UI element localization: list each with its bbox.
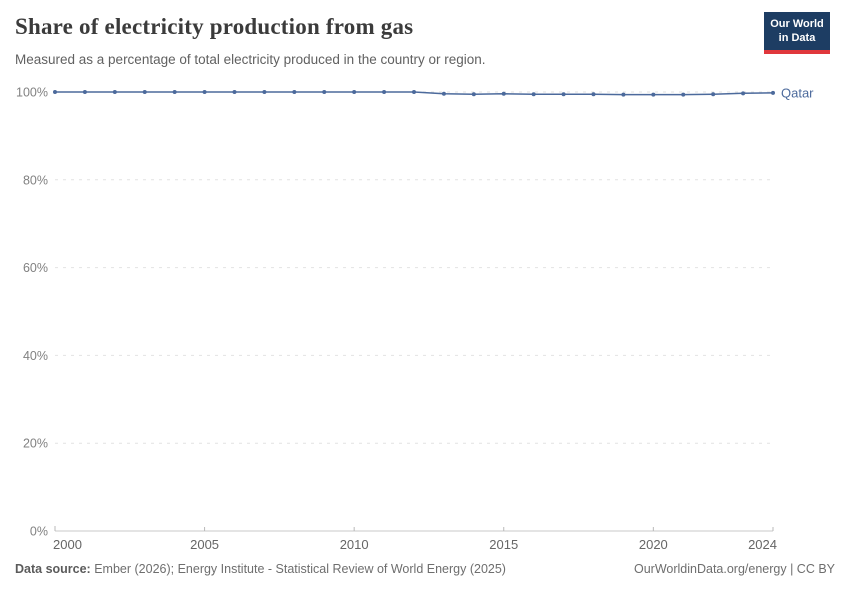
data-point-2015[interactable] (501, 91, 506, 96)
y-tick-label-0: 0% (30, 525, 48, 539)
data-point-2008[interactable] (292, 90, 297, 94)
x-tick-label-2024: 2024 (748, 537, 777, 552)
y-tick-label-60: 60% (23, 261, 48, 275)
data-point-2006[interactable] (232, 90, 237, 94)
data-point-2011[interactable] (382, 90, 387, 94)
data-point-2007[interactable] (262, 90, 267, 94)
x-tick-label-2000: 2000 (53, 537, 82, 552)
data-point-2012[interactable] (412, 90, 416, 94)
data-point-2018[interactable] (591, 92, 596, 97)
data-point-2003[interactable] (142, 90, 147, 94)
attribution-link[interactable]: OurWorldinData.org/energy | CC BY (633, 562, 835, 576)
chart-footer: Data source: Ember (2026); Energy Instit… (15, 562, 835, 576)
y-tick-label-40: 40% (23, 349, 48, 363)
y-tick-label-80: 80% (23, 173, 48, 187)
owid-logo[interactable]: Our World in Data (764, 12, 830, 54)
data-point-2017[interactable] (561, 92, 566, 97)
x-tick-label-2005: 2005 (190, 537, 219, 552)
data-source-text: Ember (2026); Energy Institute - Statist… (90, 562, 506, 576)
x-tick-label-2020: 2020 (639, 537, 668, 552)
data-point-2009[interactable] (322, 90, 327, 94)
y-tick-label-20: 20% (23, 437, 48, 451)
data-point-2013[interactable] (441, 91, 446, 96)
data-point-2023[interactable] (741, 91, 746, 96)
data-point-2014[interactable] (471, 92, 476, 97)
data-point-2020[interactable] (651, 92, 656, 97)
data-point-2016[interactable] (531, 92, 536, 97)
data-point-2000[interactable] (53, 90, 57, 94)
data-point-2001[interactable] (82, 90, 87, 94)
data-source-note: Data source: Ember (2026); Energy Instit… (15, 562, 506, 576)
data-point-2010[interactable] (352, 90, 357, 94)
data-source-label: Data source: (15, 562, 91, 576)
chart-title: Share of electricity production from gas (15, 14, 414, 39)
data-point-2004[interactable] (172, 90, 177, 94)
data-point-2024[interactable] (771, 90, 775, 95)
data-point-2022[interactable] (711, 92, 716, 97)
data-point-2005[interactable] (202, 90, 207, 94)
data-point-2002[interactable] (112, 90, 117, 94)
series-end-label-qatar[interactable]: Qatar (781, 85, 814, 100)
owid-logo-line1: Our World (770, 18, 824, 30)
chart-subtitle: Measured as a percentage of total electr… (15, 52, 486, 67)
data-point-2019[interactable] (621, 92, 626, 97)
owid-logo-line2: in Data (778, 31, 816, 44)
y-tick-label-100: 100% (16, 86, 48, 100)
x-tick-label-2015: 2015 (489, 537, 518, 552)
x-tick-label-2010: 2010 (340, 537, 369, 552)
data-point-2021[interactable] (681, 92, 686, 97)
